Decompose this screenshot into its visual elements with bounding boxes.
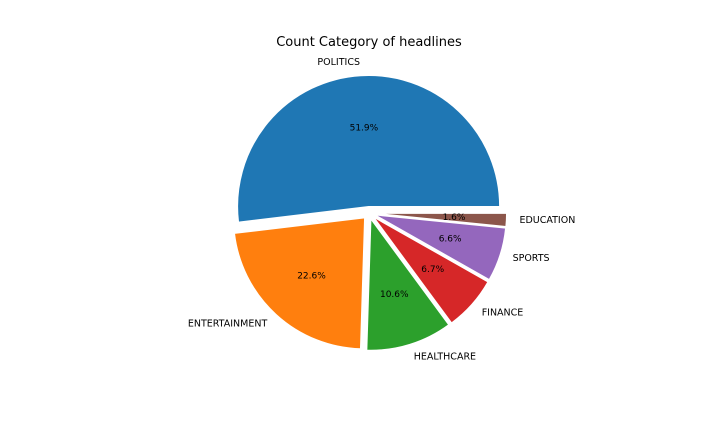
- pct-label-finance: 6.7%: [421, 265, 444, 275]
- pie-slice-healthcare: [366, 217, 450, 351]
- chart-title: Count Category of headlines: [276, 35, 462, 50]
- pie-slice-politics: [237, 74, 501, 223]
- slice-label-healthcare: HEALTHCARE: [414, 351, 476, 362]
- pie-slice-entertainment: [233, 217, 366, 350]
- slice-label-education: EDUCATION: [519, 215, 575, 226]
- pct-label-entertainment: 22.6%: [297, 271, 326, 281]
- slice-label-politics: POLITICS: [317, 57, 360, 68]
- pct-label-sports: 6.6%: [439, 234, 462, 244]
- pie-slice-finance: [373, 216, 489, 324]
- slice-label-entertainment: ENTERTAINMENT: [188, 319, 268, 330]
- slice-label-sports: SPORTS: [513, 253, 550, 264]
- labels-layer: POLITICS 51.9% ENTERTAINMENT 22.6% HEALTHCAR…: [188, 57, 575, 362]
- pct-label-education: 1.6%: [443, 213, 466, 223]
- pie-slice-education: [375, 212, 508, 228]
- slices-layer: [233, 74, 508, 351]
- pct-label-healthcare: 10.6%: [380, 290, 409, 300]
- pct-label-politics: 51.9%: [350, 124, 379, 134]
- pie-slice-sports: [374, 214, 507, 281]
- slice-label-finance: FINANCE: [482, 307, 524, 318]
